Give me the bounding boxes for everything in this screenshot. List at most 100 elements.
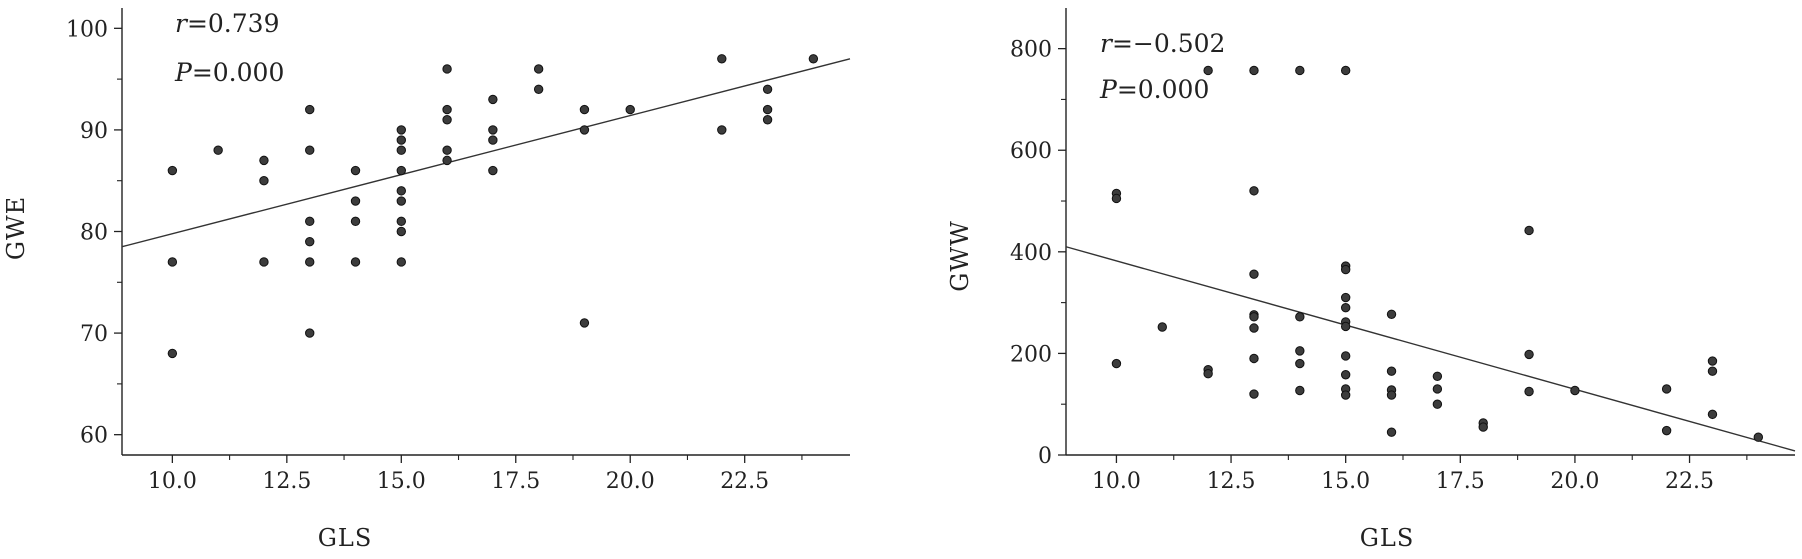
y-tick-label: 200 xyxy=(1010,342,1052,367)
data-point xyxy=(442,115,452,125)
data-point xyxy=(259,155,269,166)
x-tick-label: 10.0 xyxy=(148,469,197,494)
y-tick-label: 800 xyxy=(1010,38,1052,63)
data-point xyxy=(442,155,452,166)
data-point xyxy=(396,135,406,145)
data-point xyxy=(1432,399,1443,409)
data-point xyxy=(1570,385,1580,396)
data-point xyxy=(1707,409,1718,420)
data-point xyxy=(396,196,406,206)
data-point xyxy=(396,216,406,227)
data-point xyxy=(396,186,406,196)
data-point xyxy=(1340,390,1351,400)
data-point xyxy=(1661,384,1672,394)
data-point xyxy=(305,236,315,247)
data-point xyxy=(488,125,498,135)
data-point xyxy=(1707,366,1718,376)
data-point xyxy=(213,145,223,155)
data-point xyxy=(396,257,406,267)
data-point xyxy=(1340,321,1351,332)
y-tick-label: 70 xyxy=(80,322,108,347)
y-tick-label: 80 xyxy=(80,221,108,246)
data-point xyxy=(1340,351,1351,361)
data-point xyxy=(1753,432,1764,442)
data-point xyxy=(579,125,590,135)
data-point xyxy=(1661,425,1672,436)
data-point xyxy=(1340,264,1351,275)
data-point xyxy=(1295,312,1305,322)
data-point xyxy=(1707,356,1718,366)
data-point xyxy=(1340,370,1351,380)
data-point xyxy=(1249,186,1259,196)
data-point xyxy=(1432,384,1443,394)
data-point xyxy=(488,165,498,176)
data-point xyxy=(1249,353,1259,364)
data-point xyxy=(305,104,315,115)
p-annotation: P=0.000 xyxy=(1099,75,1209,104)
regression-line xyxy=(121,58,851,248)
data-point xyxy=(1249,323,1259,333)
gww-scatter-panel: r=−0.502 P=0.000 GLS GWW 10.0 12.5 15.0 17.… xyxy=(946,8,1796,552)
data-point xyxy=(1524,386,1534,397)
data-point xyxy=(396,165,406,176)
x-tick-label: 10.0 xyxy=(1092,469,1141,494)
x-tick-label: 17.5 xyxy=(1436,469,1485,494)
data-point xyxy=(579,318,590,328)
x-tick-label: 20.0 xyxy=(606,469,655,494)
data-point xyxy=(305,216,315,227)
gwe-scatter-panel: r=0.739 P=0.000 GLS GWE 10.0 12.5 15.0 17.5… xyxy=(2,8,851,552)
data-point xyxy=(1157,322,1167,332)
data-point xyxy=(1203,369,1213,379)
x-axis-title: GLS xyxy=(318,524,373,552)
data-point xyxy=(167,348,178,359)
data-point xyxy=(442,64,452,74)
x-tick-label: 22.5 xyxy=(1665,469,1714,494)
x-tick-label: 20.0 xyxy=(1550,469,1599,494)
data-point xyxy=(1386,309,1397,319)
data-point xyxy=(350,196,361,206)
data-point xyxy=(1295,346,1305,356)
x-tick-label: 12.5 xyxy=(262,469,311,494)
x-tick-label: 15.0 xyxy=(377,469,426,494)
data-point xyxy=(762,104,773,115)
y-tick-label: 0 xyxy=(1038,444,1052,469)
data-point xyxy=(350,165,361,176)
data-point xyxy=(1295,65,1305,76)
data-point xyxy=(1249,389,1259,399)
data-point xyxy=(305,257,315,267)
data-point xyxy=(1295,358,1305,369)
data-point xyxy=(717,54,727,64)
data-point xyxy=(579,104,590,115)
data-point xyxy=(533,84,544,94)
data-point xyxy=(1340,292,1351,303)
y-tick-label: 600 xyxy=(1010,139,1052,164)
data-point xyxy=(1524,225,1534,236)
r-annotation: r=−0.502 xyxy=(1100,29,1225,58)
data-point xyxy=(1524,349,1534,360)
y-axis-title: GWE xyxy=(2,196,30,260)
data-point xyxy=(533,64,544,74)
data-point xyxy=(167,257,178,267)
data-point xyxy=(762,115,773,125)
y-tick-label: 90 xyxy=(80,119,108,144)
data-point xyxy=(625,104,635,115)
regression-line xyxy=(1065,246,1796,452)
data-point xyxy=(167,165,178,176)
y-axis-title: GWW xyxy=(946,220,974,292)
data-point xyxy=(350,257,361,267)
data-point xyxy=(396,145,406,155)
data-point xyxy=(488,135,498,145)
data-point xyxy=(1249,269,1259,279)
data-point xyxy=(350,216,361,227)
data-point xyxy=(488,94,498,105)
x-tick-label: 17.5 xyxy=(491,469,540,494)
data-point xyxy=(1111,358,1122,369)
y-tick-label: 400 xyxy=(1010,241,1052,266)
data-point xyxy=(1386,366,1397,376)
data-point xyxy=(1340,65,1351,76)
data-point xyxy=(396,125,406,135)
p-annotation: P=0.000 xyxy=(174,58,284,87)
data-point xyxy=(1340,302,1351,313)
data-point xyxy=(305,328,315,338)
